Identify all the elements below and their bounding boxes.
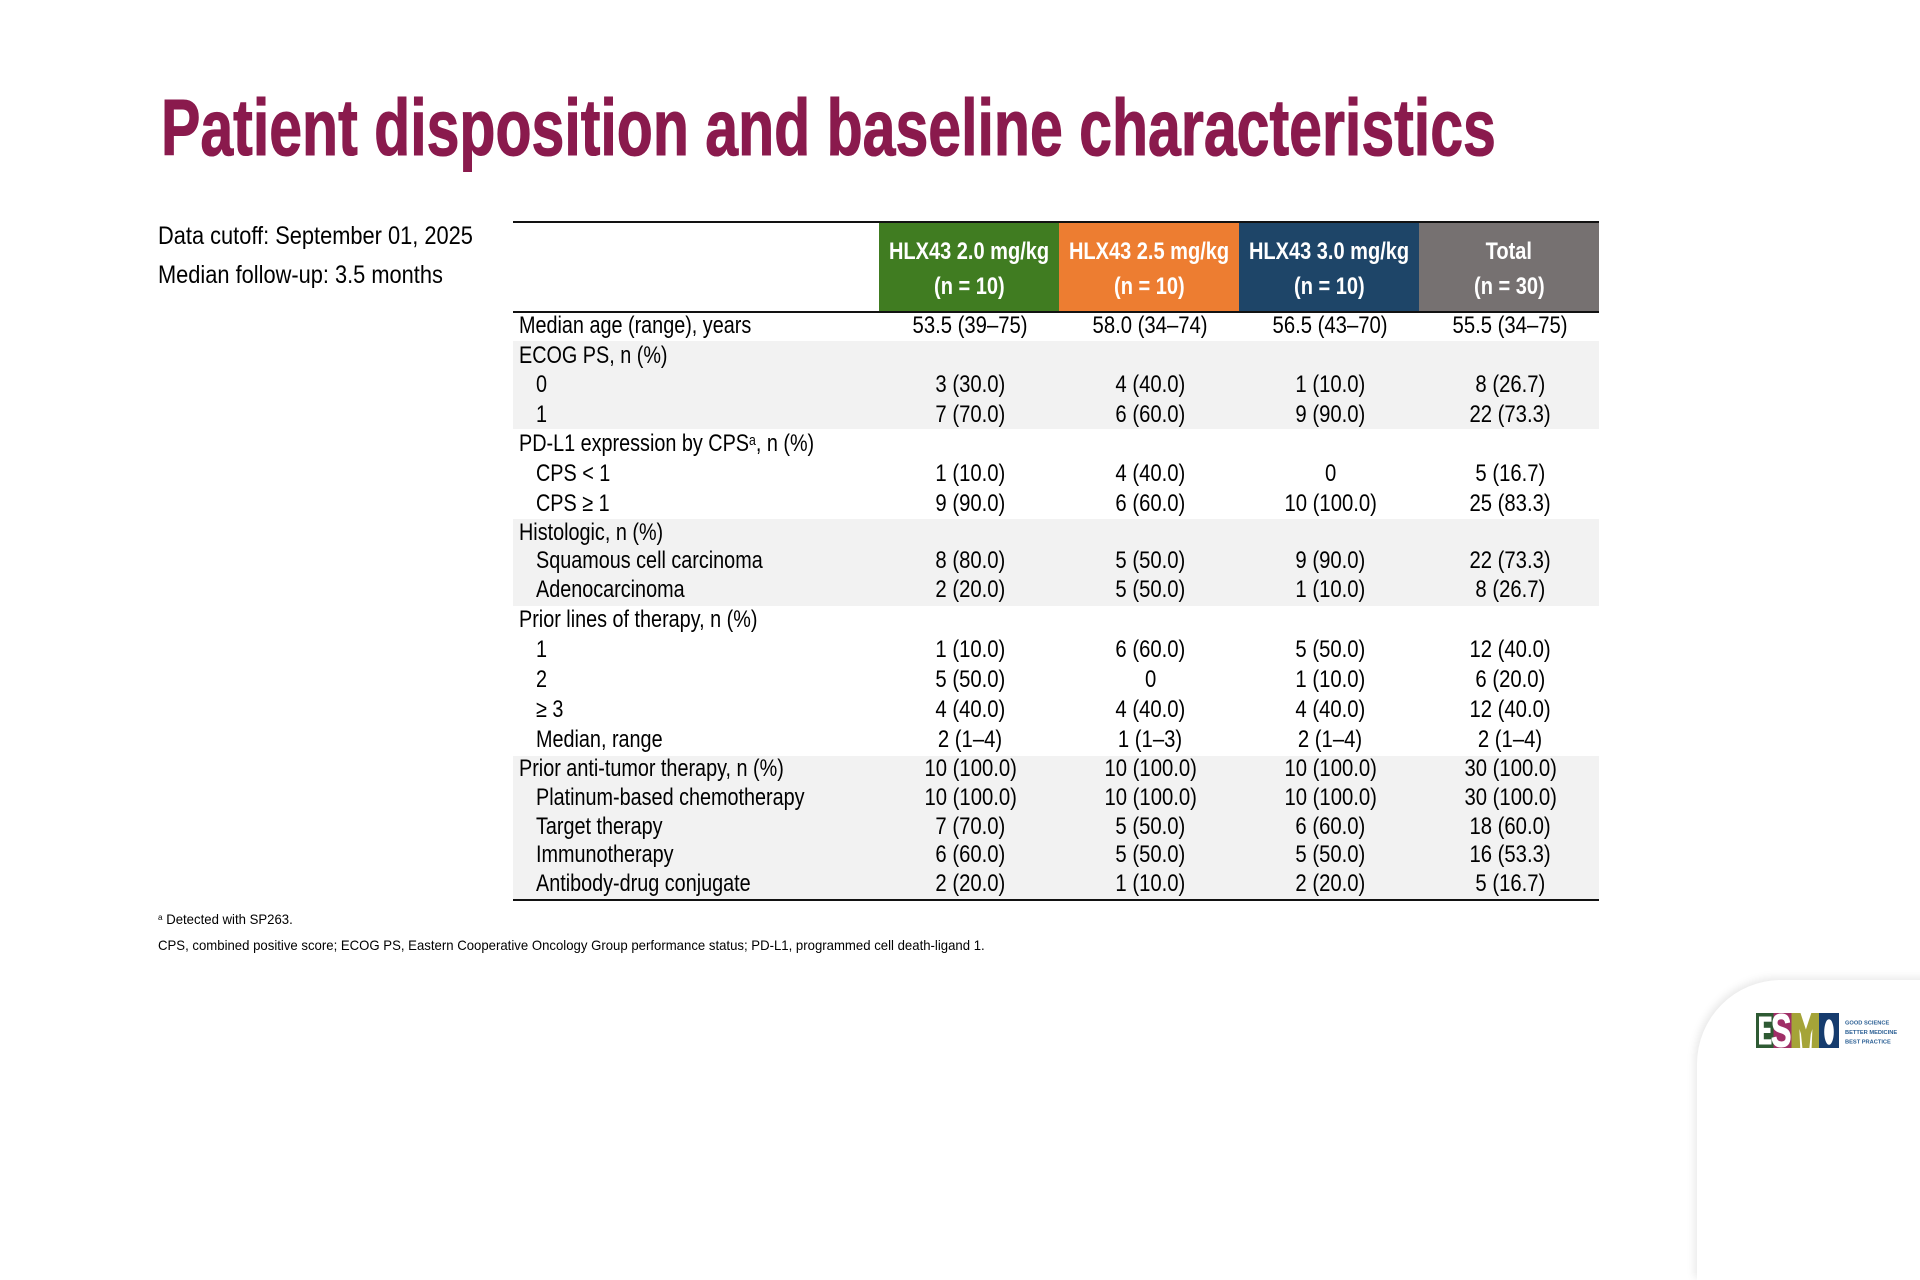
- svg-text:S: S: [1771, 1013, 1791, 1057]
- svg-text:BETTER MEDICINE: BETTER MEDICINE: [1845, 1030, 1897, 1036]
- svg-text:BEST PRACTICE: BEST PRACTICE: [1845, 1040, 1891, 1046]
- svg-text:GOOD SCIENCE: GOOD SCIENCE: [1845, 1020, 1889, 1026]
